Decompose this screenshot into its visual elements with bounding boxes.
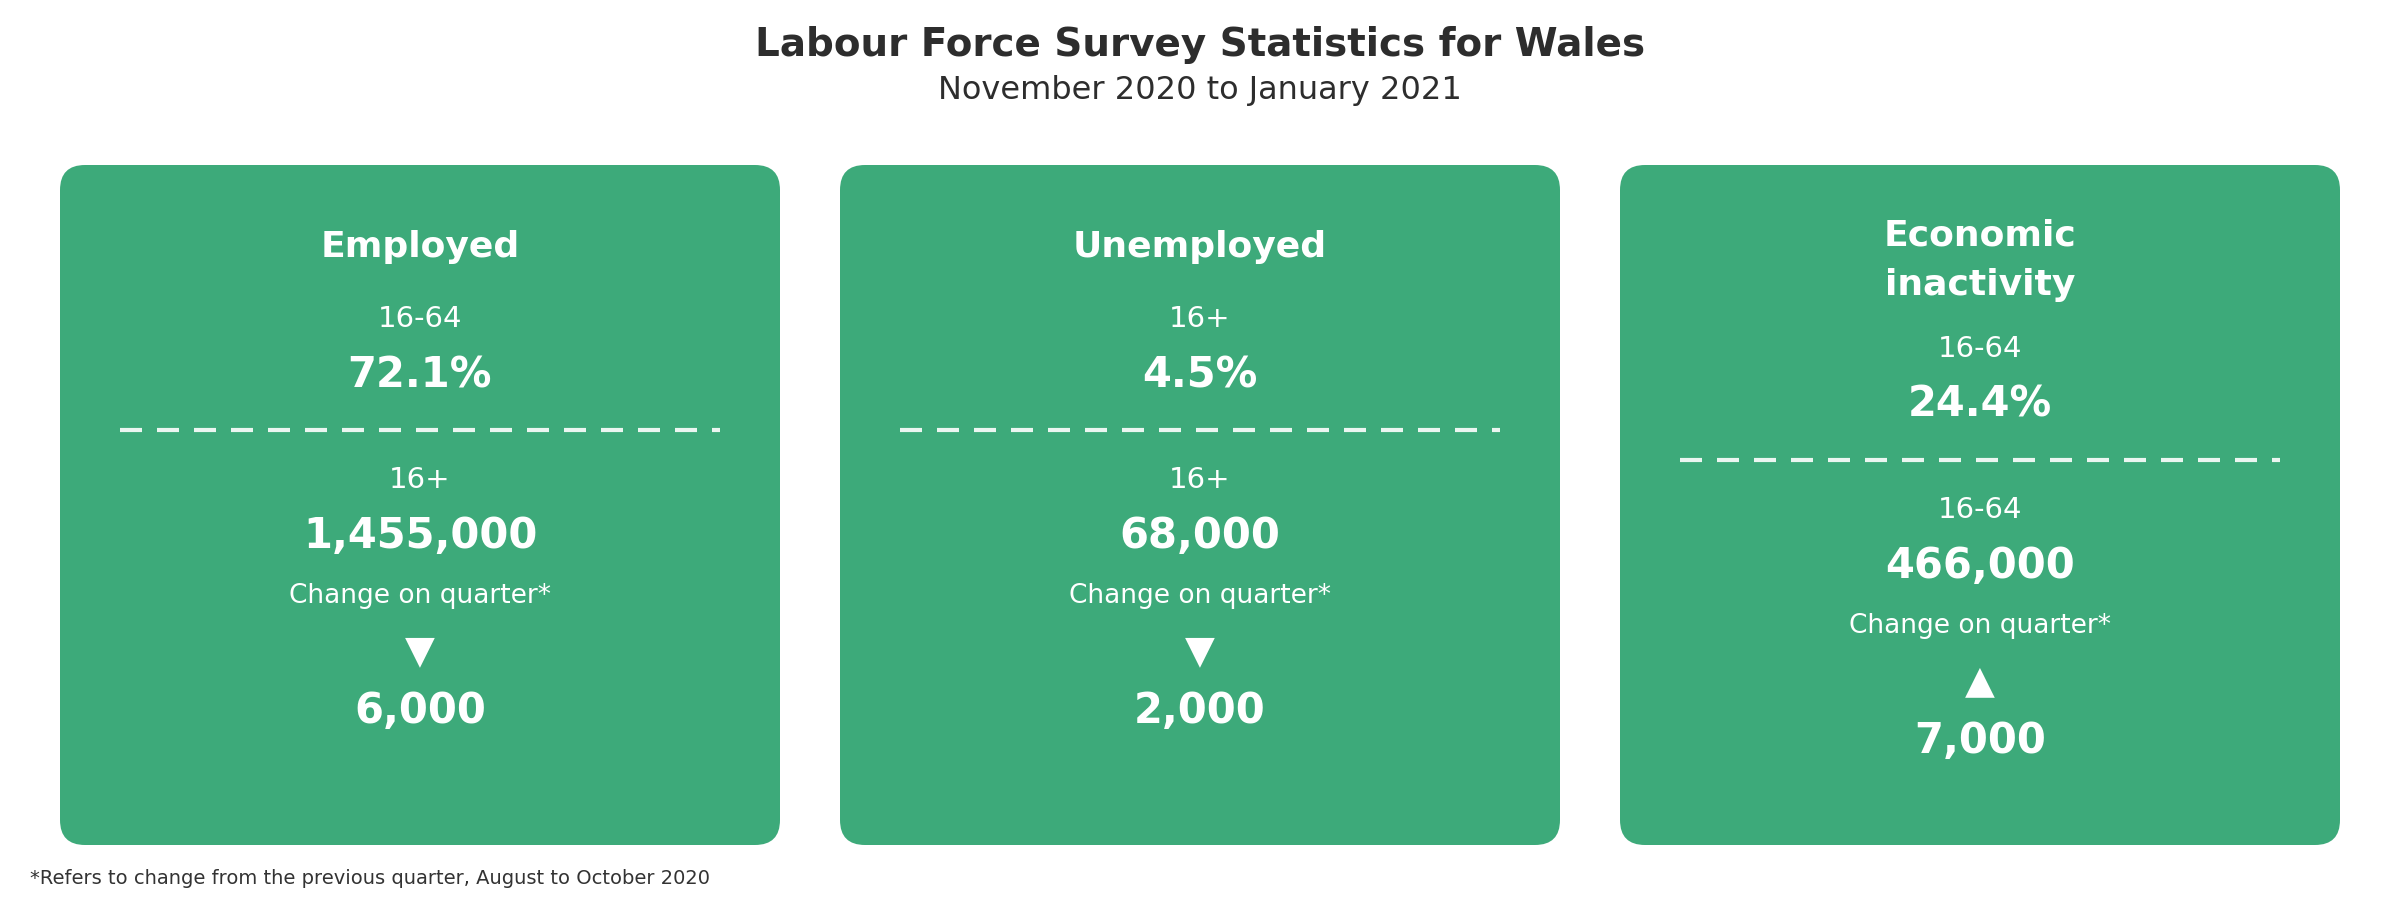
Text: *Refers to change from the previous quarter, August to October 2020: *Refers to change from the previous quar… <box>29 868 710 887</box>
Text: Labour Force Survey Statistics for Wales: Labour Force Survey Statistics for Wales <box>756 26 1644 64</box>
Text: 68,000: 68,000 <box>1118 515 1282 557</box>
Text: 6,000: 6,000 <box>355 690 485 732</box>
Text: 4.5%: 4.5% <box>1142 354 1258 396</box>
Text: 7,000: 7,000 <box>1915 720 2045 762</box>
Text: 16-64: 16-64 <box>1937 335 2023 363</box>
Text: ▼: ▼ <box>1186 632 1214 670</box>
Text: 1,455,000: 1,455,000 <box>302 515 538 557</box>
Text: ▼: ▼ <box>406 632 434 670</box>
FancyBboxPatch shape <box>60 165 780 845</box>
Text: Change on quarter*: Change on quarter* <box>1068 583 1332 609</box>
Text: 16+: 16+ <box>1169 305 1231 333</box>
Text: 16+: 16+ <box>1169 466 1231 494</box>
Text: Unemployed: Unemployed <box>1073 230 1327 264</box>
Text: 72.1%: 72.1% <box>348 354 492 396</box>
Text: Change on quarter*: Change on quarter* <box>288 583 552 609</box>
Text: inactivity: inactivity <box>1884 268 2076 302</box>
FancyBboxPatch shape <box>1620 165 2340 845</box>
Text: Employed: Employed <box>319 230 521 264</box>
Text: ▲: ▲ <box>1966 662 1994 700</box>
Text: 24.4%: 24.4% <box>1908 384 2052 426</box>
Text: 16+: 16+ <box>389 466 451 494</box>
Text: 16-64: 16-64 <box>1937 496 2023 524</box>
Text: 16-64: 16-64 <box>377 305 463 333</box>
Text: Economic: Economic <box>1884 218 2076 252</box>
Text: November 2020 to January 2021: November 2020 to January 2021 <box>938 75 1462 105</box>
Text: 2,000: 2,000 <box>1135 690 1265 732</box>
Text: 466,000: 466,000 <box>1884 545 2076 587</box>
Text: Change on quarter*: Change on quarter* <box>1848 613 2112 639</box>
FancyBboxPatch shape <box>840 165 1560 845</box>
